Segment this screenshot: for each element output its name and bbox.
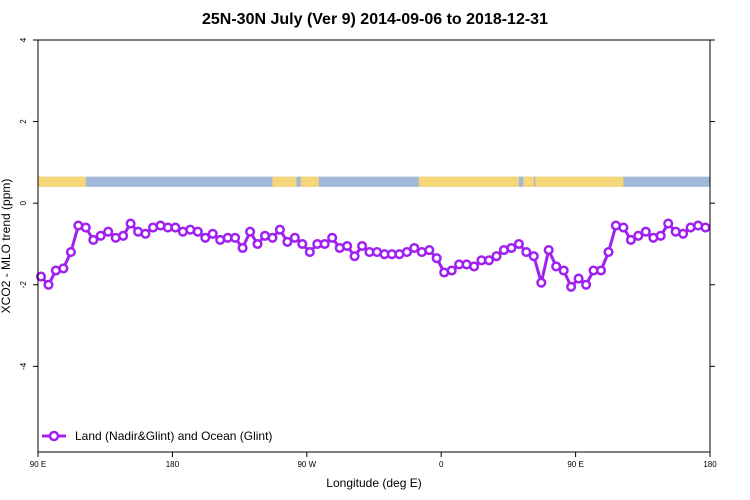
data-point: [357, 240, 368, 252]
data-point: [58, 263, 69, 274]
data-point: [566, 281, 577, 292]
data-point: [274, 224, 285, 235]
data-point: [245, 226, 256, 237]
land-segment: [272, 176, 297, 187]
data-point: [521, 247, 532, 258]
data-point: [297, 238, 308, 250]
data-point: [170, 222, 181, 233]
data-point: [528, 251, 539, 262]
plot-frame: [37, 39, 711, 453]
data-point: [603, 247, 614, 258]
legend: Land (Nadir&Glint) and Ocean (Glint): [42, 429, 272, 443]
data-point: [446, 265, 457, 276]
data-point: [558, 265, 569, 276]
y-tick-label: -2: [19, 281, 28, 289]
data-point: [483, 255, 495, 266]
legend-label: Land (Nadir&Glint) and Ocean (Glint): [75, 429, 272, 443]
data-point: [536, 277, 547, 288]
land-ocean-band: [38, 176, 710, 187]
data-point: [625, 234, 636, 245]
data-point: [640, 226, 651, 237]
data-point: [282, 236, 293, 247]
y-axis-ticks: 4 2 0 -2 -4: [19, 37, 715, 370]
data-point: [409, 242, 420, 254]
x-axis-ticks: 90 E 180 90 W 0 90 E 180: [30, 452, 717, 469]
data-point: [633, 230, 644, 241]
data-point: [80, 222, 91, 233]
x-tick-label: 180: [703, 460, 717, 469]
legend-marker: [48, 430, 60, 442]
data-point: [35, 271, 47, 282]
data-point: [304, 247, 315, 258]
data-point: [513, 238, 524, 250]
data-point: [663, 218, 674, 229]
y-tick-label: 4: [19, 37, 28, 42]
land-segment: [535, 176, 624, 187]
data-point: [200, 232, 211, 243]
data-point: [95, 230, 106, 241]
y-tick-label: 2: [19, 119, 28, 124]
land-segment: [523, 176, 534, 187]
data-point: [349, 251, 360, 262]
land-segment: [38, 176, 86, 187]
ocean-band: [38, 176, 710, 187]
x-axis-label: Longitude (deg E): [326, 476, 421, 490]
data-point: [700, 222, 711, 233]
data-point: [618, 222, 629, 233]
data-point: [327, 232, 338, 243]
data-point: [125, 218, 136, 229]
data-point: [342, 240, 353, 252]
data-point: [491, 251, 502, 262]
data-point: [88, 234, 99, 245]
series-layer: [35, 218, 711, 292]
data-point: [431, 253, 442, 264]
data-point: [678, 228, 689, 239]
y-axis-label: XCO2 - MLO trend (ppm): [0, 179, 13, 314]
data-point: [655, 230, 666, 241]
data-point: [551, 261, 562, 272]
data-point: [43, 279, 54, 290]
data-point: [267, 232, 278, 243]
x-tick-label: 90 W: [297, 460, 316, 469]
y-tick-label: 0: [19, 200, 28, 205]
data-point: [581, 279, 592, 290]
data-point: [230, 232, 241, 243]
data-point: [543, 245, 554, 256]
data-point: [595, 265, 607, 276]
data-point: [140, 228, 151, 239]
x-tick-label: 0: [439, 460, 444, 469]
chart-title: 25N-30N July (Ver 9) 2014-09-06 to 2018-…: [202, 11, 548, 28]
data-point: [252, 238, 263, 250]
data-point: [103, 226, 114, 237]
data-point: [469, 261, 480, 272]
data-point: [319, 238, 330, 250]
data-point: [207, 228, 218, 239]
land-segment: [418, 176, 519, 187]
data-point: [289, 232, 300, 243]
x-tick-label: 180: [166, 460, 180, 469]
land-segment: [300, 176, 319, 187]
data-point: [401, 247, 412, 258]
x-tick-label: 90 E: [30, 460, 46, 469]
data-point: [192, 226, 203, 237]
data-point: [424, 245, 435, 256]
data-point: [506, 242, 517, 254]
y-tick-label: -4: [19, 362, 28, 370]
x-tick-label: 90 E: [567, 460, 583, 469]
data-point: [65, 247, 76, 258]
data-point: [237, 242, 248, 254]
data-point: [573, 273, 584, 284]
data-point: [118, 230, 129, 241]
